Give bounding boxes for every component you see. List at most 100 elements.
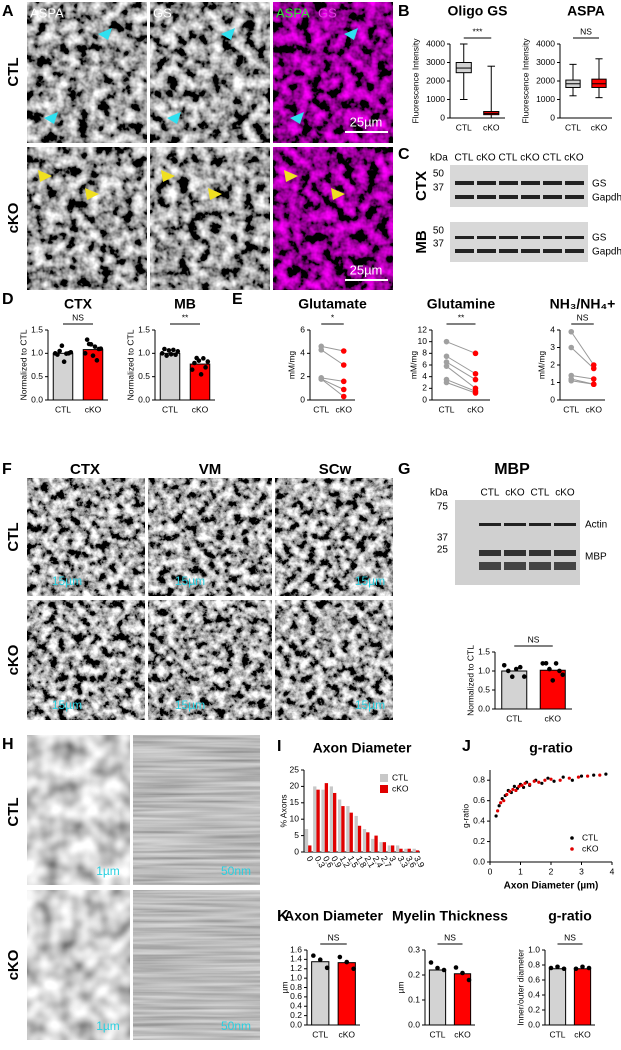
data-point — [517, 664, 523, 670]
chart-title: g-ratio — [529, 740, 573, 756]
band — [455, 195, 474, 199]
y-axis-label: Fluorescence Intensity — [410, 38, 420, 124]
y-tick-label: 0 — [440, 112, 445, 122]
y-tick-label: 1.0 — [138, 348, 150, 358]
x-tick-label: CTL — [565, 122, 581, 132]
significance: NS — [577, 312, 589, 322]
band — [521, 181, 540, 185]
y-tick-label: 1.4 — [290, 954, 302, 964]
data-point — [547, 666, 552, 672]
y-tick-label: 0 — [300, 394, 305, 404]
image — [133, 890, 260, 1040]
column-label: VM — [199, 461, 222, 478]
bar — [366, 832, 370, 852]
data-point — [441, 967, 447, 973]
bar — [412, 848, 416, 852]
image — [150, 2, 270, 143]
data-point — [520, 783, 524, 787]
bar — [548, 968, 567, 1026]
data-point — [543, 661, 549, 666]
data-point — [553, 661, 559, 666]
image — [273, 147, 393, 290]
data-point — [318, 376, 325, 382]
data-point — [592, 773, 596, 777]
panel-label: C — [398, 146, 410, 163]
scale-label: 15µm — [52, 574, 82, 588]
band — [543, 181, 562, 185]
data-point — [567, 776, 571, 780]
band — [479, 550, 501, 556]
bar — [395, 845, 400, 852]
panel-label: B — [398, 3, 410, 20]
y-tick-label: 25 — [290, 764, 300, 774]
data-point — [557, 668, 562, 674]
data-point — [546, 776, 550, 780]
row-label: CTL — [5, 57, 22, 86]
data-point — [443, 353, 450, 360]
band — [455, 249, 474, 253]
band — [554, 523, 576, 526]
data-point — [92, 344, 98, 349]
scale-label: 15µm — [52, 698, 82, 712]
scale-label: 15µm — [355, 698, 385, 712]
panel-label: K — [277, 908, 289, 925]
legend-marker — [570, 836, 574, 840]
x-tick-label: 1 — [518, 866, 523, 876]
band — [477, 195, 496, 199]
y-tick-label: 1 — [550, 377, 555, 387]
data-point — [502, 799, 506, 803]
data-point — [318, 347, 325, 353]
bar — [354, 815, 358, 852]
chart-title: g-ratio — [548, 908, 592, 924]
bar — [52, 352, 74, 401]
significance: NS — [564, 932, 576, 942]
band — [521, 195, 540, 199]
band — [565, 181, 584, 185]
x-tick-label: CTL — [55, 404, 71, 414]
x-tick-label: CTL — [313, 404, 329, 414]
x-tick-label: CTL — [456, 122, 472, 132]
data-point — [192, 360, 197, 366]
lane-label: cKO — [505, 488, 525, 499]
data-point — [573, 966, 579, 972]
bar — [337, 962, 356, 1026]
data-point — [568, 344, 575, 351]
y-axis-label: % Axons — [278, 794, 288, 827]
chart-title: NH₃/NH₄+ — [550, 296, 616, 312]
region-label: CTX — [413, 171, 430, 201]
y-tick-label: 0.1 — [408, 994, 420, 1004]
data-point — [540, 781, 544, 785]
panel-label: D — [2, 291, 14, 308]
x-tick-label: cKO — [467, 404, 484, 414]
data-point — [499, 801, 503, 805]
bar — [391, 845, 395, 852]
y-axis-label: Fluorescence Intensity — [520, 38, 530, 124]
panel-label: E — [232, 291, 243, 308]
x-tick-label: 3 — [579, 866, 584, 876]
band-label: Gapdh — [592, 247, 621, 258]
y-tick-label: 15 — [290, 797, 300, 807]
y-tick-label: 1.0 — [478, 665, 490, 675]
data-point — [324, 965, 330, 971]
bar — [316, 789, 320, 852]
y-tick-label: 0 — [550, 112, 555, 122]
data-point — [453, 965, 459, 970]
band-label: MBP — [585, 552, 607, 563]
data-point — [540, 661, 546, 666]
pair-line — [446, 355, 476, 375]
data-point — [443, 363, 450, 369]
chart-title: ASPA — [567, 3, 605, 19]
x-tick-label: cKO — [338, 1029, 355, 1039]
data-point — [344, 959, 350, 965]
y-tick-label: 6 — [422, 359, 427, 369]
data-point — [340, 348, 347, 354]
y-tick-label: 3 — [550, 342, 555, 352]
data-point — [494, 814, 498, 818]
data-point — [435, 965, 440, 971]
band-label: GS — [592, 179, 607, 190]
y-tick-label: 3000 — [536, 57, 555, 67]
x-tick-label: 4 — [610, 866, 615, 876]
y-axis-label: mM/mg — [536, 351, 546, 380]
image — [133, 735, 260, 885]
y-tick-label: 1.5 — [478, 646, 490, 656]
